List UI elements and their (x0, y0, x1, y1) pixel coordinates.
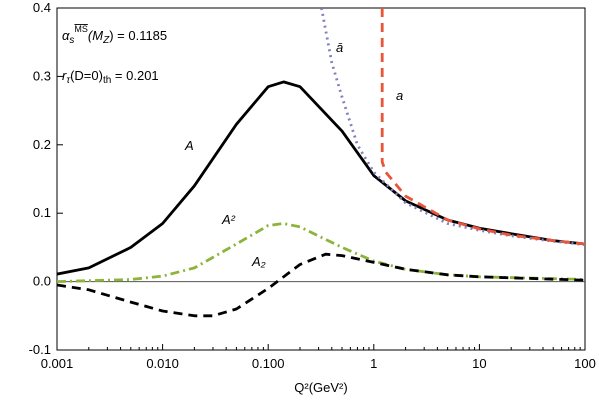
annotation-part: τ (66, 75, 71, 86)
series-label: a (396, 88, 403, 103)
annotation-part: r (62, 68, 67, 83)
x-tick-label: 1 (370, 356, 377, 371)
y-tick-label: 0.3 (33, 68, 51, 83)
plot-lines (57, 8, 585, 318)
annotation-part: (M (88, 28, 103, 43)
series-line (57, 80, 585, 276)
x-tick-label: 0.100 (252, 356, 285, 371)
series-line (57, 252, 585, 318)
x-tick-label: 0.001 (41, 356, 74, 371)
annotation-part: = 0.201 (111, 68, 158, 83)
series-line (320, 8, 585, 247)
series-label: A (184, 138, 194, 153)
y-tick-label: -0.1 (29, 342, 51, 357)
series-label: A₂ (251, 254, 266, 269)
x-tick-label: 0.010 (146, 356, 179, 371)
x-tick-label: 100 (574, 356, 596, 371)
series-label: A² (221, 212, 236, 227)
y-tick-label: 0.2 (33, 137, 51, 152)
annotation: αsMS(MZ) = 0.1185 (62, 24, 167, 46)
x-tick-label: 10 (472, 356, 486, 371)
x-axis-label: Q²(GeV²) (294, 380, 347, 395)
annotation-part: Z (102, 35, 110, 46)
series-line (380, 8, 585, 246)
series-label: ā (336, 40, 343, 55)
plot-frame (56, 7, 586, 351)
annotation-part: ) = 0.1185 (109, 28, 167, 43)
y-tick-label: 0.0 (33, 274, 51, 289)
annotation-part: th (103, 75, 111, 86)
annotation-part: s (69, 35, 74, 46)
y-tick-label: 0.4 (33, 0, 51, 15)
y-tick-label: 0.1 (33, 205, 51, 220)
annotation-part: α (62, 28, 70, 43)
annotation-part: (D=0) (70, 68, 103, 83)
annotation: rτ(D=0)th = 0.201 (62, 68, 159, 86)
annotation-part: MS (74, 24, 88, 34)
